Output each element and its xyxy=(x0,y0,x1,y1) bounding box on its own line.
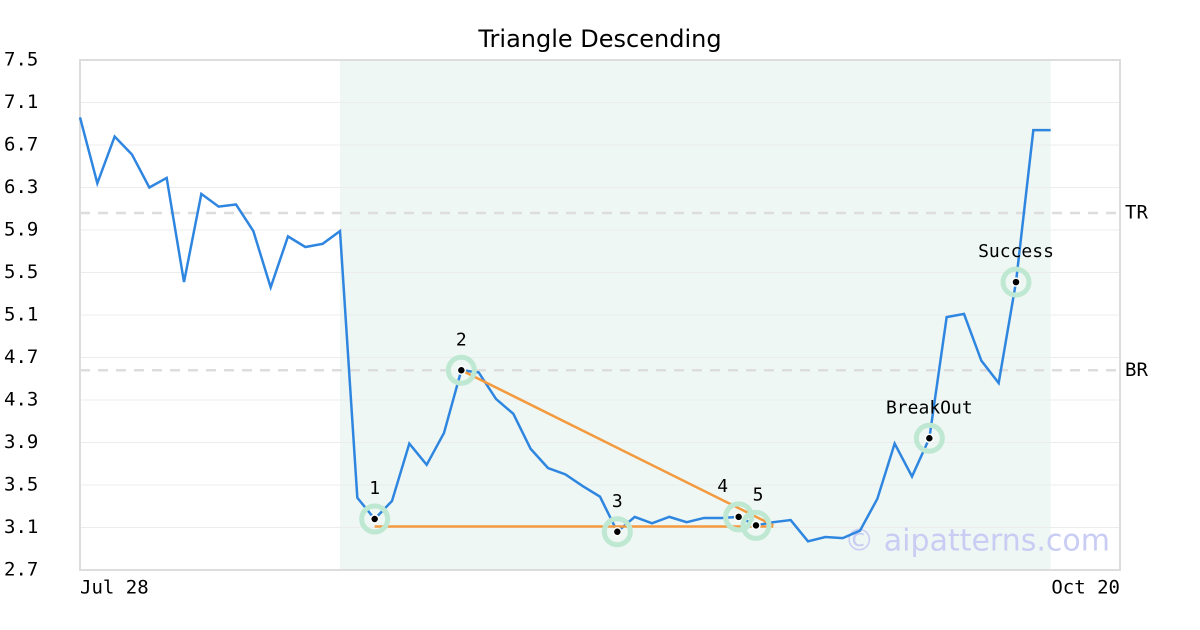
x-tick-label: Oct 20 xyxy=(1051,577,1120,599)
y-tick-label: 7.1 xyxy=(4,91,38,113)
pattern-point-label: BreakOut xyxy=(886,397,973,418)
reference-label: BR xyxy=(1125,359,1148,381)
pattern-point-halo xyxy=(359,503,391,535)
y-tick-label: 3.9 xyxy=(4,431,38,453)
y-tick-label: 6.7 xyxy=(4,134,38,156)
pattern-line xyxy=(460,369,774,527)
y-tick-label: 2.7 xyxy=(4,559,38,581)
pattern-point-halo xyxy=(445,354,477,386)
y-tick-label: 3.5 xyxy=(4,474,38,496)
pattern-point-halo xyxy=(601,516,633,548)
pattern-point xyxy=(924,433,935,443)
pattern-point xyxy=(733,512,744,522)
pattern-point xyxy=(1011,277,1021,287)
pattern-point-label: 5 xyxy=(753,484,764,505)
pattern-point-halo xyxy=(1000,266,1032,298)
y-tick-label: 5.5 xyxy=(4,261,38,283)
pattern-point xyxy=(751,520,761,531)
pattern-point-halo xyxy=(740,509,772,541)
y-tick-label: 6.3 xyxy=(4,176,38,198)
y-tick-label: 4.3 xyxy=(4,389,38,411)
pattern-point xyxy=(612,527,623,537)
pattern-point-halo xyxy=(913,422,945,454)
x-tick-label: Jul 28 xyxy=(80,577,149,599)
y-tick-label: 5.1 xyxy=(4,304,38,326)
y-tick-label: 5.9 xyxy=(4,219,38,241)
y-tick-label: 7.5 xyxy=(4,49,38,71)
pattern-point-label: 3 xyxy=(612,491,623,512)
plot-frame xyxy=(79,59,1121,571)
pattern-point-label: Success xyxy=(978,241,1054,262)
pattern-point xyxy=(456,365,467,375)
chart-title: Triangle Descending xyxy=(477,25,721,53)
watermark: © aipatterns.com xyxy=(844,524,1110,559)
pattern-point-label: 2 xyxy=(456,329,467,350)
pattern-point xyxy=(369,514,380,524)
y-tick-label: 4.7 xyxy=(4,346,38,368)
pattern-point-label: 4 xyxy=(717,476,728,497)
price-line xyxy=(78,117,1051,543)
pattern-point-label: 1 xyxy=(369,478,380,499)
y-tick-label: 3.1 xyxy=(4,516,38,538)
reference-label: TR xyxy=(1125,202,1148,224)
pattern-point-halo xyxy=(723,501,755,533)
